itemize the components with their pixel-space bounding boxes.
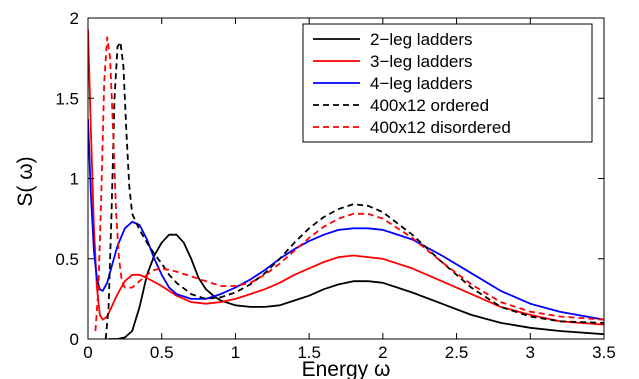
x-tick-label: 0 [83, 343, 92, 362]
y-tick-label: 1.5 [55, 89, 79, 108]
legend-label: 400x12 disordered [370, 118, 511, 137]
legend-label: 400x12 ordered [370, 96, 489, 115]
legend-label: 2−leg ladders [370, 30, 473, 49]
y-axis-title: S( ω) [14, 156, 37, 206]
series-line-3 [88, 119, 604, 321]
x-tick-label: 1.5 [297, 343, 321, 362]
y-tick-label: 0 [70, 330, 79, 349]
x-tick-label: 3 [526, 343, 535, 362]
series-line-2 [88, 29, 604, 326]
legend-label: 4−leg ladders [370, 74, 473, 93]
series-line-4 [104, 41, 604, 339]
y-tick-label: 0.5 [55, 250, 79, 269]
axis-ticks: 0 0.5 1 1.5 2 2.5 3 3.5 0 0.5 1 1.5 2 [55, 9, 615, 362]
series-line-5 [94, 36, 604, 332]
series-line-1 [108, 233, 604, 339]
x-tick-label: 3.5 [592, 343, 616, 362]
plot-content [88, 29, 604, 339]
x-tick-label: 0.5 [150, 343, 174, 362]
x-tick-label: 2.5 [445, 343, 469, 362]
legend-label: 3−leg ladders [370, 52, 473, 71]
y-tick-label: 1 [70, 170, 79, 189]
x-tick-label: 1 [231, 343, 240, 362]
x-axis-title: Energy ω [302, 358, 391, 379]
y-tick-label: 2 [70, 9, 79, 28]
legend: 2−leg ladders 3−leg ladders 4−leg ladders 4… [302, 23, 593, 143]
x-tick-label: 2 [378, 343, 387, 362]
